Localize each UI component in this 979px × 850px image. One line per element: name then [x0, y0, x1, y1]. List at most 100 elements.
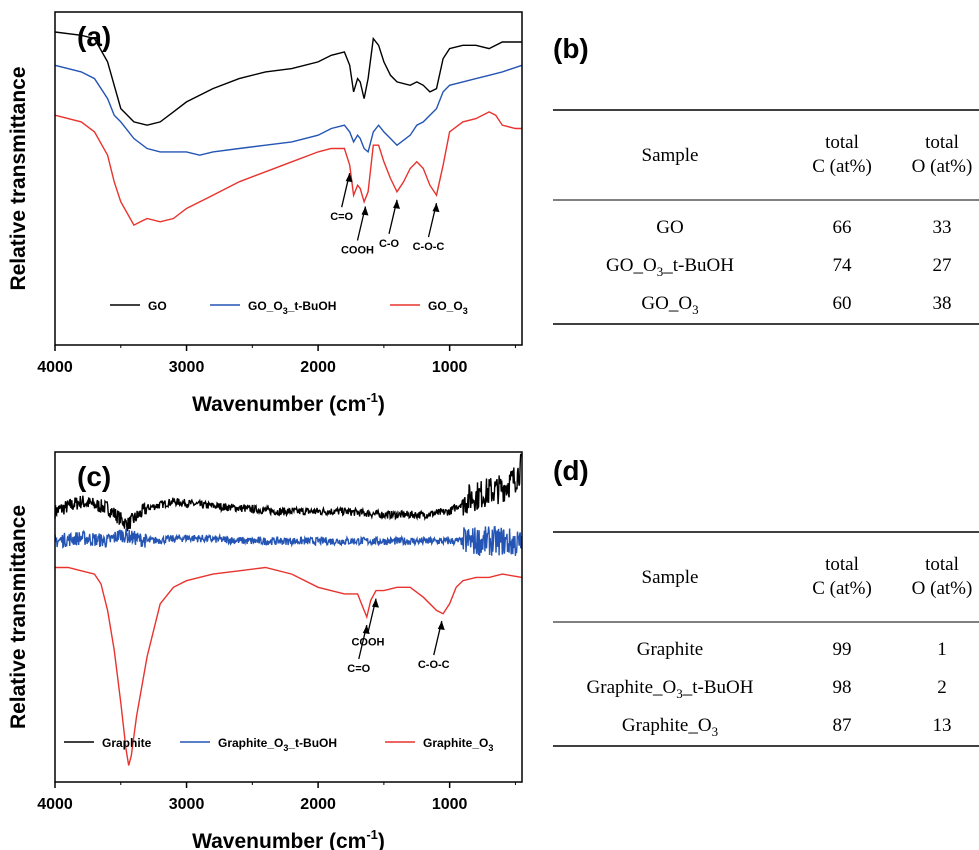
legend-label-subscript: 3 — [488, 743, 493, 753]
annotation-label: COOH — [341, 244, 374, 256]
annotation-label: C-O-C — [418, 659, 450, 671]
legend-label-tail: _t-BuOH — [287, 299, 337, 313]
series-line-0 — [54, 453, 523, 532]
legend-label-tail: _t-BuOH — [287, 736, 337, 750]
header-line2: C (at%) — [812, 578, 872, 599]
header-line1: total — [925, 132, 959, 153]
annotation-arrowhead — [371, 598, 379, 608]
x-axis-label-close: ) — [378, 830, 385, 850]
annotation-label: C=O — [347, 663, 370, 675]
legend-label-subscript: 3 — [283, 743, 288, 753]
cell-oxygen: 13 — [933, 715, 952, 736]
x-tick-label: 1000 — [432, 359, 468, 376]
cell-sample: GO — [656, 217, 683, 238]
cell-oxygen: 2 — [937, 677, 947, 698]
legend-label-main: GO_O — [248, 299, 283, 313]
x-axis-label: Wavenumber (cm-1) — [192, 827, 385, 850]
cell-sample-subscript: 3 — [692, 302, 699, 317]
legend-label: Graphite — [102, 736, 152, 750]
cell-carbon: 60 — [833, 293, 852, 314]
header-line2: O (at%) — [912, 578, 973, 599]
header-line2: O (at%) — [912, 156, 973, 177]
panel-label: (b) — [553, 33, 589, 64]
annotation-arrowhead — [361, 206, 369, 216]
cell-oxygen: 27 — [933, 255, 952, 276]
cell-oxygen: 1 — [937, 639, 947, 660]
plot-frame — [54, 451, 523, 783]
cell-sample-main: Graphite_O — [622, 715, 712, 736]
cell-sample: GO_O3 — [641, 293, 698, 317]
cell-sample-main: GO — [656, 217, 683, 238]
series-line-1 — [54, 64, 523, 156]
annotation-arrowhead — [345, 173, 353, 183]
cell-sample-subscript: 3 — [676, 686, 683, 701]
x-axis-label-text: Wavenumber (cm — [192, 830, 366, 850]
x-tick-label: 3000 — [169, 796, 205, 813]
panel-d-composition-table: (d) Sample total C (at%) total O (at%) Graphit… — [553, 455, 979, 747]
plot-frame — [54, 11, 523, 346]
cell-oxygen: 33 — [933, 217, 952, 238]
cell-sample-main: GO_O — [641, 293, 692, 314]
legend-label: Graphite_O3_t-BuOH — [218, 736, 337, 753]
cell-carbon: 87 — [833, 715, 852, 736]
cell-oxygen: 38 — [933, 293, 952, 314]
annotation-label: COOH — [351, 637, 384, 649]
panel-label: (c) — [77, 461, 111, 492]
cell-carbon: 99 — [833, 639, 852, 660]
x-tick-label: 4000 — [37, 796, 73, 813]
annotation-arrowhead — [393, 199, 401, 209]
cell-sample: GO_O3_t-BuOH — [606, 255, 734, 279]
legend-label: Graphite_O3 — [423, 736, 493, 753]
cell-sample: Graphite — [637, 639, 703, 660]
cell-sample-subscript: 3 — [712, 724, 719, 739]
cell-sample-main: Graphite_O — [587, 677, 677, 698]
cell-sample-subscript: 3 — [657, 264, 664, 279]
legend-label: GO_O3_t-BuOH — [248, 299, 336, 316]
legend-label-main: Graphite_O — [423, 736, 488, 750]
annotation-label: C-O-C — [413, 241, 445, 253]
panel-label: (d) — [553, 455, 589, 486]
x-tick-label: 4000 — [37, 359, 73, 376]
header-line1: total — [825, 132, 859, 153]
series-line-0 — [54, 31, 522, 126]
legend-label-subscript: 3 — [463, 306, 468, 316]
x-tick-label: 1000 — [432, 796, 468, 813]
x-axis-label-close: ) — [378, 393, 385, 416]
header-line1: total — [925, 554, 959, 575]
legend-label-main: GO_O — [428, 299, 463, 313]
series-line-1 — [54, 525, 523, 556]
legend-label-main: Graphite_O — [218, 736, 283, 750]
panel-c-ftir-chart: (c) 4000 3000 2000 1000 Wavenumber (cm-1) Rela… — [7, 451, 523, 850]
annotation-arrowhead — [437, 621, 445, 631]
cell-sample-main: Graphite — [637, 639, 703, 660]
header-line2: C (at%) — [812, 156, 872, 177]
header-sample: Sample — [642, 567, 699, 588]
y-axis-label: Relative transmittance — [7, 505, 30, 729]
x-axis-label: Wavenumber (cm-1) — [192, 390, 385, 416]
x-axis-label-superscript: -1 — [366, 827, 378, 842]
header-line1: total — [825, 554, 859, 575]
annotation-label: C=O — [330, 211, 353, 223]
series-line-2 — [54, 111, 522, 227]
cell-sample-tail: _t-BuOH — [662, 255, 734, 276]
legend-label-subscript: 3 — [283, 306, 288, 316]
x-axis-label-superscript: -1 — [366, 390, 378, 405]
annotation-arrowhead — [432, 203, 440, 213]
x-axis-label-text: Wavenumber (cm — [192, 393, 366, 416]
cell-sample: Graphite_O3 — [622, 715, 718, 739]
x-tick-label: 3000 — [169, 359, 205, 376]
cell-carbon: 66 — [833, 217, 852, 238]
annotation-label: C-O — [379, 238, 400, 250]
cell-carbon: 98 — [833, 677, 852, 698]
cell-sample-main: GO_O — [606, 255, 657, 276]
panel-label: (a) — [77, 21, 111, 52]
cell-sample-tail: _t-BuOH — [682, 677, 754, 698]
cell-sample: Graphite_O3_t-BuOH — [587, 677, 754, 701]
panel-a-ftir-chart: (a) 4000 3000 2000 1000 Wavenumber (cm-1) Rela… — [7, 11, 523, 416]
y-axis-label: Relative transmittance — [7, 66, 30, 290]
series-line-2 — [55, 566, 523, 766]
cell-carbon: 74 — [833, 255, 853, 276]
legend-label: GO_O3 — [428, 299, 468, 316]
